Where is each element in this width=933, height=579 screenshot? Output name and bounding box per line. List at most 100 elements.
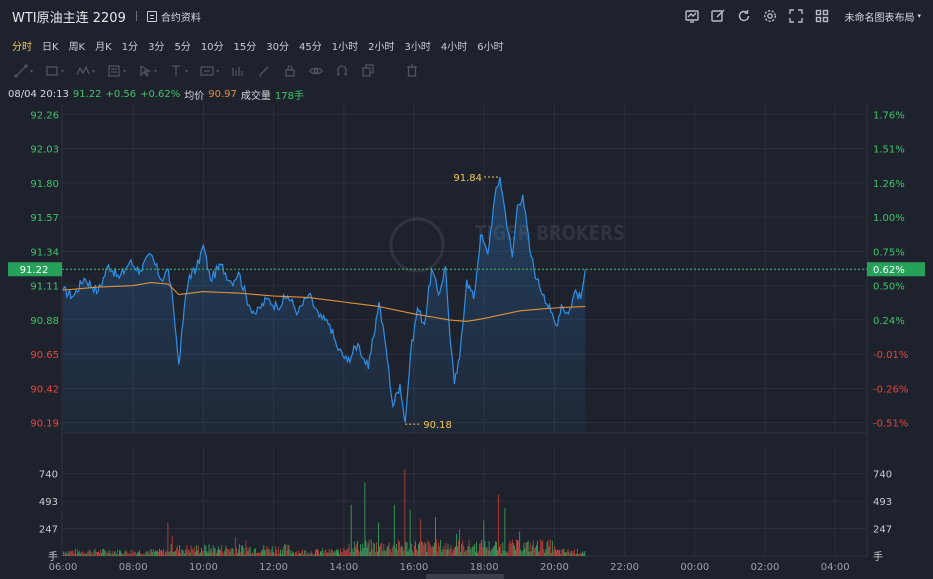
pattern-tool[interactable]: ▾ xyxy=(76,64,95,78)
x-tick-label: 18:00 xyxy=(470,562,499,573)
period-tab-14[interactable]: 4小时 xyxy=(440,41,468,53)
trash-tool[interactable] xyxy=(405,64,419,78)
edit-icon[interactable] xyxy=(710,8,726,24)
header-divider xyxy=(135,11,137,21)
period-tab-6[interactable]: 5分 xyxy=(174,41,191,53)
period-tab-4[interactable]: 1分 xyxy=(121,41,139,53)
volume-label: 成交量 xyxy=(240,90,271,102)
price-line xyxy=(62,176,586,423)
x-tick-label: 00:00 xyxy=(680,562,709,573)
document-icon xyxy=(146,10,157,22)
period-tab-0[interactable]: 分时 xyxy=(12,41,32,53)
header-bar: WTI原油主连 2209 合约资料 xyxy=(0,0,933,32)
watermark-logo xyxy=(389,217,445,273)
volume-unit-right: 手 xyxy=(873,550,883,563)
period-tab-15[interactable]: 6小时 xyxy=(477,41,504,53)
volume-tick-right: 740 xyxy=(873,470,892,481)
indicator-tool[interactable] xyxy=(231,64,245,78)
y-tick-label-left: 91.34 xyxy=(30,247,59,258)
quote-info-line: 08/04 20:13 91.22 +0.56 +0.62% 均价 90.97 … xyxy=(8,87,305,102)
y-tick-label-right: 0.50% xyxy=(873,282,905,293)
y-tick-label-left: 90.88 xyxy=(30,316,59,327)
current-price-badge-right xyxy=(867,262,925,277)
fullscreen-icon[interactable] xyxy=(788,8,804,24)
y-tick-label-left: 90.65 xyxy=(30,350,59,361)
current-price-label-left: 91.22 xyxy=(20,265,49,276)
quote-change-pct: +0.62% xyxy=(140,88,181,100)
x-tick-label: 02:00 xyxy=(751,562,780,573)
x-tick-label: 22:00 xyxy=(610,562,639,573)
volume-tick-left: 740 xyxy=(39,470,58,481)
volume-value: 178手 xyxy=(274,90,305,102)
y-tick-label-right: 1.51% xyxy=(873,145,905,156)
line-tool[interactable]: ▾ xyxy=(14,64,33,78)
image-tool-icon xyxy=(200,66,214,76)
contract-info-label: 合约资料 xyxy=(160,12,201,24)
rect-tool-icon xyxy=(46,66,58,76)
y-tick-label-right: -0.51% xyxy=(873,419,908,430)
quote-price: 91.22 xyxy=(72,88,102,100)
contract-info-button[interactable]: 合约资料 xyxy=(146,9,201,24)
quote-datetime: 08/04 20:13 xyxy=(8,88,69,100)
period-tab-11[interactable]: 1小时 xyxy=(331,41,359,53)
layout-selector[interactable]: 未命名图表布局 ▾ xyxy=(844,9,921,24)
pen-tool[interactable] xyxy=(257,64,271,78)
period-tab-9[interactable]: 30分 xyxy=(266,41,290,53)
x-tick-label: 16:00 xyxy=(400,562,429,573)
eye-icon xyxy=(309,67,323,75)
text-tool[interactable]: ▾ xyxy=(169,64,188,78)
y-tick-label-left: 90.19 xyxy=(30,419,59,430)
y-tick-label-left: 92.03 xyxy=(30,145,59,156)
y-tick-label-left: 91.11 xyxy=(30,282,59,293)
chart-settings-icon[interactable] xyxy=(684,8,700,24)
y-tick-label-right: -0.26% xyxy=(873,384,908,395)
eye-tool[interactable] xyxy=(309,64,323,78)
grid-layout-icon[interactable] xyxy=(814,8,830,24)
refresh-icon[interactable] xyxy=(736,8,752,24)
rect-tool[interactable]: ▾ xyxy=(45,64,64,78)
volume-bars xyxy=(63,469,586,556)
x-tick-label: 04:00 xyxy=(821,562,850,573)
period-tab-1[interactable]: 日K xyxy=(42,41,59,53)
cursor-tool[interactable]: ▾ xyxy=(138,64,157,78)
lock-icon xyxy=(285,65,295,77)
period-tab-8[interactable]: 15分 xyxy=(233,41,257,53)
period-tab-7[interactable]: 10分 xyxy=(200,41,224,53)
x-tick-label: 12:00 xyxy=(259,562,288,573)
copy-icon xyxy=(362,64,374,77)
cursor-tool-icon xyxy=(140,65,152,77)
magnet-icon xyxy=(337,65,347,76)
magnet-tool[interactable] xyxy=(335,64,349,78)
lock-tool[interactable] xyxy=(283,64,297,78)
image-tool[interactable]: ▾ xyxy=(200,64,219,78)
drawing-toolbar: ▾ ▾ ▾ ▾ ▾ ▾ ▾ xyxy=(0,60,933,82)
avg-price-value: 90.97 xyxy=(208,88,237,100)
period-tabs: 分时 日K 周K 月K 1分 3分 5分 10分 15分 30分 45分 1小时 2小时 3小时 4小时 6小… xyxy=(0,33,933,57)
volume-tick-left: 493 xyxy=(39,497,58,508)
period-tab-2[interactable]: 周K xyxy=(68,41,86,53)
header-tools: 未命名图表布局 ▾ xyxy=(684,0,921,32)
x-tick-label: 08:00 xyxy=(119,562,148,573)
price-area xyxy=(63,176,586,433)
x-tick-label: 10:00 xyxy=(189,562,218,573)
gear-icon[interactable] xyxy=(762,8,778,24)
symbol-title[interactable]: WTI原油主连 2209 xyxy=(12,10,126,26)
avg-price-line xyxy=(62,282,586,322)
period-tab-12[interactable]: 2小时 xyxy=(368,41,395,53)
copy-tool[interactable] xyxy=(361,64,375,78)
measure-tool[interactable]: ▾ xyxy=(107,64,126,78)
timeline-scroll-handle[interactable] xyxy=(426,574,504,579)
volume-tick-left: 247 xyxy=(39,525,58,536)
period-tab-5[interactable]: 3分 xyxy=(148,41,165,53)
y-tick-label-left: 91.80 xyxy=(30,179,59,190)
trash-icon xyxy=(407,64,418,77)
current-price-badge-left xyxy=(8,262,62,277)
x-tick-label: 06:00 xyxy=(49,562,78,573)
quote-change: +0.56 xyxy=(105,88,137,100)
y-tick-label-right: 1.76% xyxy=(873,110,905,121)
period-tab-10[interactable]: 45分 xyxy=(299,41,322,53)
period-tab-13[interactable]: 3小时 xyxy=(404,41,431,53)
period-tab-3[interactable]: 月K xyxy=(95,41,112,53)
